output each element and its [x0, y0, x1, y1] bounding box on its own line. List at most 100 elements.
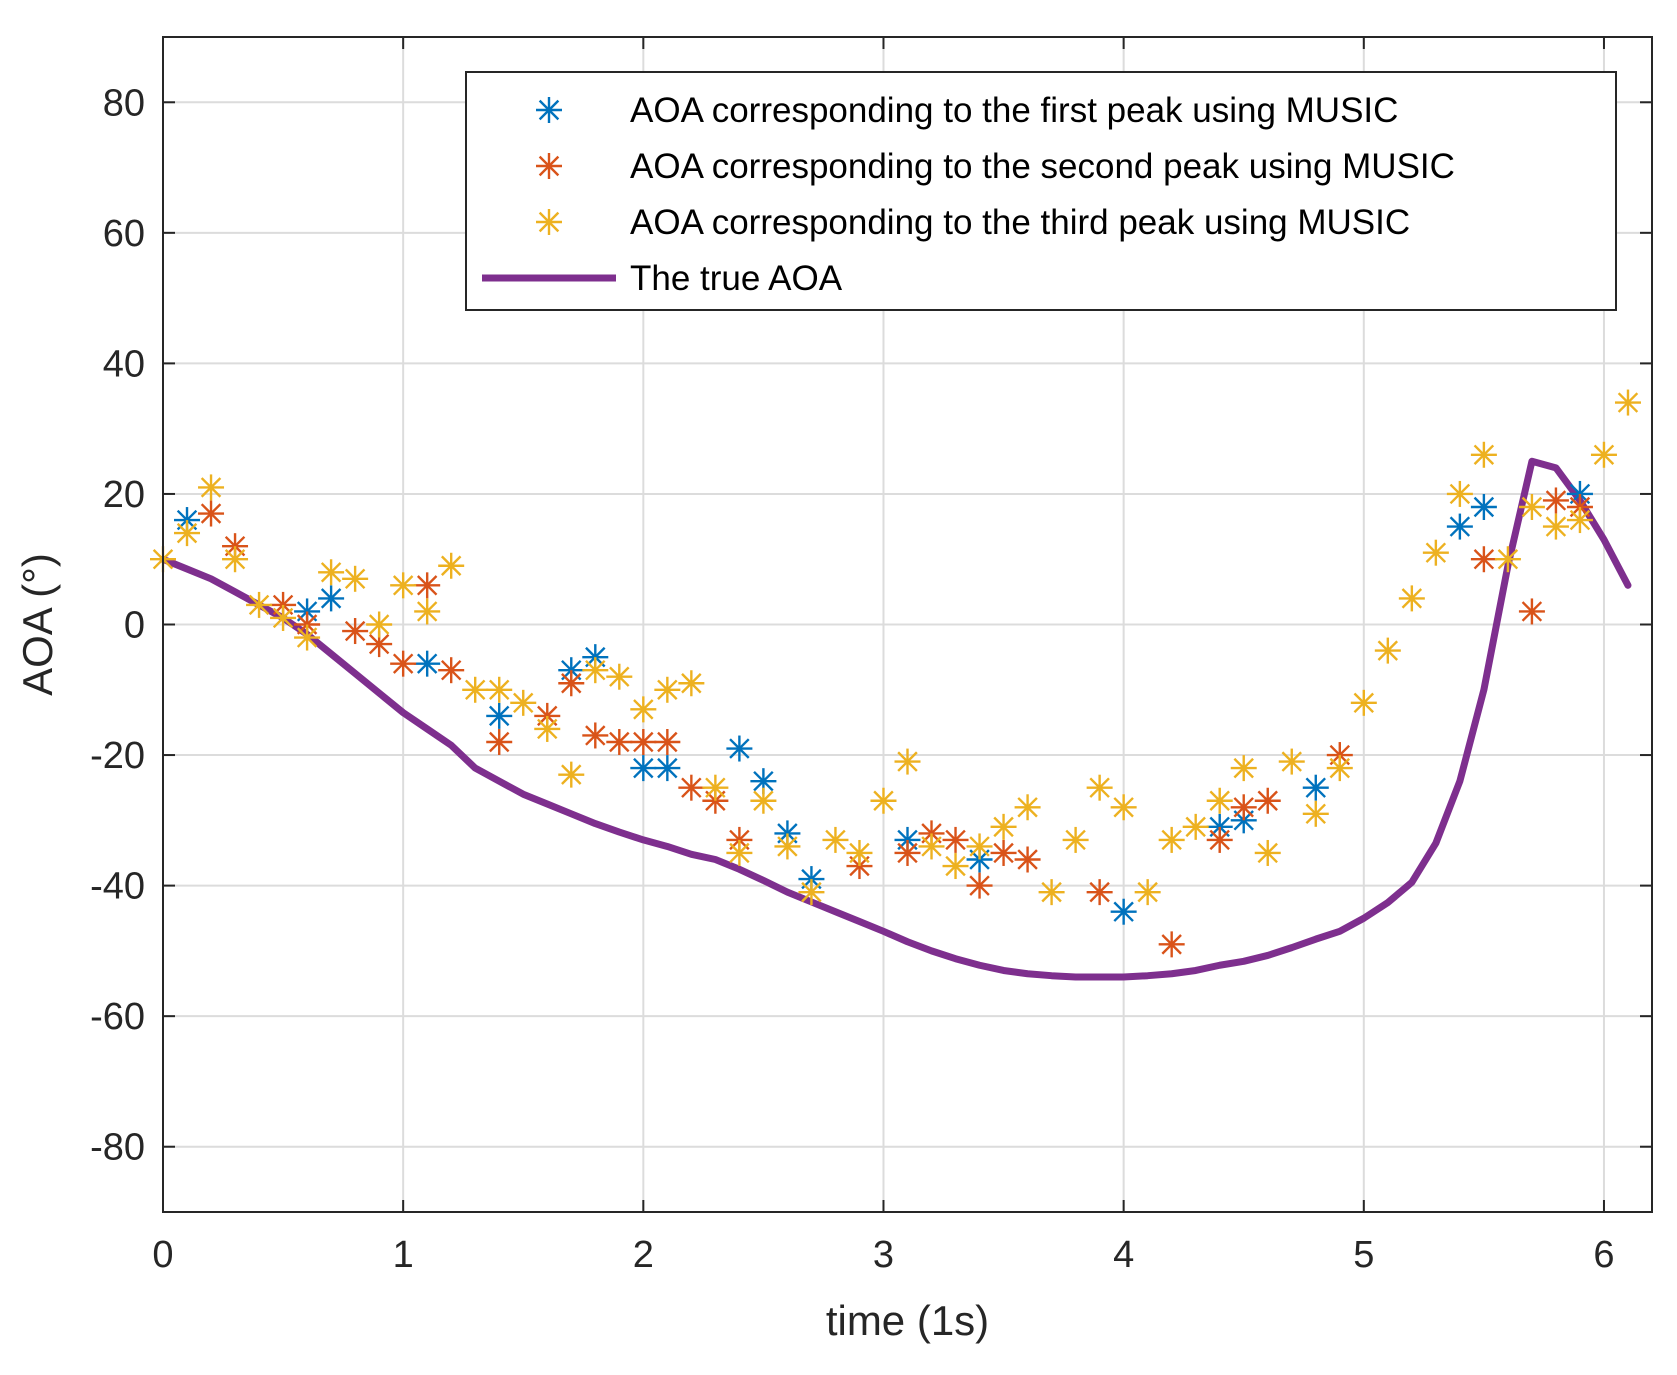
series-3-point	[702, 774, 729, 801]
legend-entry-label: AOA corresponding to the first peak usin…	[630, 91, 1398, 130]
series-3-point-stroke	[873, 790, 894, 811]
series-3-point-stroke	[1161, 829, 1182, 851]
series-1-point	[486, 702, 513, 729]
series-3-point-stroke	[465, 679, 486, 700]
series-3-point	[510, 689, 537, 716]
series-2-point	[1254, 787, 1281, 814]
series-3-point-stroke	[1041, 881, 1062, 903]
series-3-point	[270, 604, 297, 631]
series-1-point	[654, 755, 681, 782]
series-3-point-stroke	[1305, 803, 1326, 825]
y-tick-label: -80	[90, 1127, 145, 1169]
series-1-point	[1110, 898, 1137, 925]
series-3-point	[1326, 755, 1353, 782]
series-1-point-stroke	[1473, 496, 1495, 518]
series-3-point-stroke	[801, 881, 822, 903]
series-3-point-stroke	[1257, 842, 1278, 864]
series-3-point-stroke	[1377, 640, 1399, 661]
series-3-point	[1470, 441, 1497, 468]
series-3-point-stroke	[1113, 797, 1134, 818]
legend-marker-swatch	[536, 97, 562, 123]
series-1-point-stroke	[489, 705, 510, 727]
y-tick-label: 40	[103, 343, 145, 385]
x-tick-label: 2	[633, 1234, 654, 1276]
series-3-point	[414, 598, 441, 625]
series-3-point	[198, 474, 225, 501]
legend-entry-label: AOA corresponding to the second peak usi…	[630, 147, 1455, 186]
series-2-point-stroke	[585, 725, 606, 746]
series-3-point	[318, 559, 345, 586]
series-2-point-stroke	[1017, 849, 1038, 870]
x-tick-label: 6	[1593, 1234, 1614, 1276]
series-3-point	[894, 748, 921, 775]
series-3-point	[1254, 839, 1281, 866]
series-3-point	[1422, 539, 1449, 566]
series-3-point-stroke	[1353, 692, 1375, 714]
series-2-point-stroke	[1233, 797, 1254, 818]
series-3-point	[486, 676, 513, 703]
series-3-point	[1278, 748, 1305, 775]
series-3-point	[462, 676, 489, 703]
series-3-point-stroke	[176, 522, 198, 544]
series-1-point	[1470, 494, 1497, 520]
legend-marker-swatch	[536, 153, 562, 179]
series-1-point-stroke	[1113, 901, 1134, 922]
series-1-point-stroke	[1449, 516, 1471, 537]
series-1-point-stroke	[1305, 777, 1326, 798]
series-3-point-stroke	[1593, 444, 1615, 465]
series-2-point	[654, 729, 681, 755]
series-2-point	[606, 729, 633, 755]
series-3-point-stroke	[1017, 797, 1038, 818]
series-2-point	[678, 774, 705, 801]
series-3-point-stroke	[921, 836, 942, 857]
series-3-point	[1086, 774, 1113, 801]
series-3-point	[1590, 441, 1617, 468]
series-2-point-stroke	[633, 731, 654, 753]
series-3-point-stroke	[248, 594, 270, 616]
series-3-point-stroke	[657, 679, 678, 700]
series-3-point	[1062, 826, 1089, 853]
series-3-point-stroke	[1449, 483, 1471, 505]
true-aoa-line	[159, 457, 1632, 981]
series-3-point-stroke	[1401, 588, 1423, 609]
series-2-point	[582, 722, 609, 749]
series-3-point-stroke	[753, 790, 774, 811]
series-3-point	[1542, 513, 1569, 540]
series-3-point	[606, 663, 633, 690]
series-3-point-stroke	[1569, 509, 1591, 531]
legend-marker-swatch-stroke	[538, 155, 560, 177]
series-3-point	[678, 670, 705, 697]
legend-marker-swatch	[536, 209, 562, 235]
x-tick-label: 3	[873, 1234, 894, 1276]
series-2-point	[1086, 879, 1113, 906]
series-3-point	[630, 696, 657, 723]
series-2-point	[966, 872, 993, 899]
series-3-point-stroke	[729, 842, 750, 864]
legend-entry-label: AOA corresponding to the third peak usin…	[630, 203, 1410, 242]
series-3-point	[1134, 879, 1161, 906]
series-3-point-stroke	[513, 692, 534, 714]
series-3-point-stroke	[1281, 751, 1302, 772]
series-2-point-stroke	[681, 777, 702, 798]
series-3-point	[654, 676, 681, 703]
series-2-point	[1470, 546, 1497, 573]
series-1-point	[318, 585, 345, 612]
series-3-point	[438, 552, 465, 579]
series-2-point	[558, 670, 585, 697]
series-2-point-stroke	[1161, 934, 1182, 955]
series-3-point-stroke	[320, 562, 342, 583]
series-3-point	[1182, 813, 1209, 840]
series-3-point	[558, 761, 585, 788]
series-3-point-stroke	[1137, 881, 1158, 903]
series-3-point-stroke	[633, 699, 654, 720]
series-2-point	[1206, 826, 1233, 853]
series-3-point-stroke	[368, 614, 390, 635]
series-3-point	[870, 787, 897, 814]
series-3-point-stroke	[440, 555, 462, 576]
series-3-point-stroke	[537, 718, 558, 740]
series-3-point	[1374, 637, 1401, 664]
series-3-point-stroke	[224, 549, 246, 570]
series-3-point-stroke	[416, 601, 438, 622]
